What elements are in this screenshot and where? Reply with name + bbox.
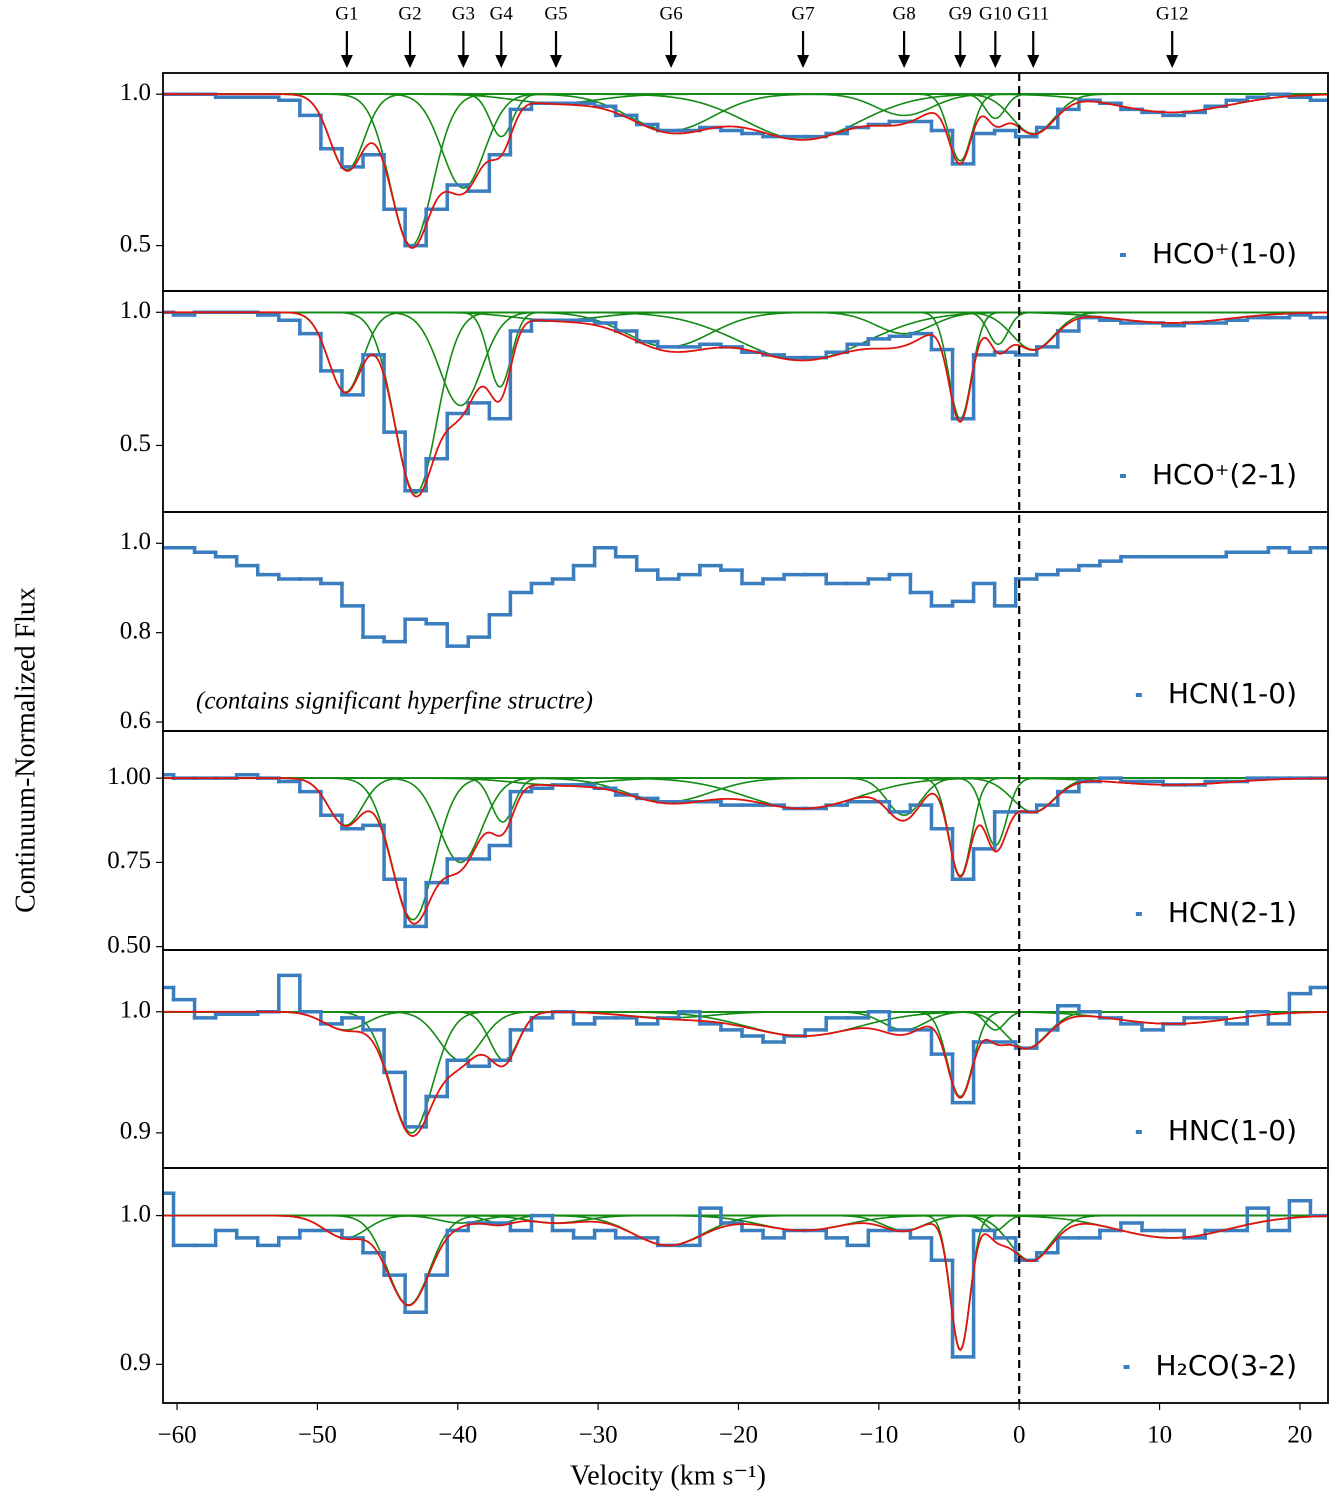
panel xyxy=(163,973,1328,1137)
component-fit xyxy=(163,93,1328,189)
y-tick-label: 1.0 xyxy=(120,528,151,555)
marker-label: G5 xyxy=(544,3,567,24)
component-fit xyxy=(163,311,1328,407)
panel xyxy=(163,773,1328,929)
legend-label: HCN(1-0) xyxy=(1168,677,1297,710)
y-tick-label: 0.6 xyxy=(120,707,151,734)
panel-frame xyxy=(162,1167,1329,1404)
x-tick-label: −10 xyxy=(859,1422,898,1449)
marker-arrowhead xyxy=(457,55,470,68)
y-tick-label: 1.0 xyxy=(120,997,151,1024)
legend-label: HCN(2-1) xyxy=(1168,896,1297,929)
panel xyxy=(163,92,1328,249)
total-fit xyxy=(163,93,1328,249)
total-fit xyxy=(163,1010,1328,1137)
y-tick-label: 0.5 xyxy=(120,430,151,457)
total-fit xyxy=(163,777,1328,925)
legend-label: HCO⁺(1-0) xyxy=(1152,237,1297,270)
legend-label: HCO⁺(2-1) xyxy=(1152,458,1297,491)
legend-marker xyxy=(1119,474,1126,478)
component-fit xyxy=(163,777,1328,847)
legend-marker xyxy=(1135,912,1142,916)
marker-label: G7 xyxy=(791,3,814,24)
marker-arrowhead xyxy=(550,55,563,68)
marker-arrowhead xyxy=(340,55,353,68)
x-tick-label: −30 xyxy=(579,1422,618,1449)
component-fit xyxy=(163,1214,1328,1262)
marker-label: G12 xyxy=(1156,3,1189,24)
legend-marker xyxy=(1123,1365,1130,1369)
x-tick-label: −50 xyxy=(298,1422,337,1449)
y-tick-label: 0.9 xyxy=(120,1118,151,1145)
x-tick-label: −40 xyxy=(438,1422,477,1449)
x-tick-label: −20 xyxy=(719,1422,758,1449)
panel xyxy=(163,310,1328,498)
marker-label: G11 xyxy=(1017,3,1049,24)
y-tick-label: 0.50 xyxy=(107,931,151,958)
total-fit xyxy=(163,1214,1328,1352)
panel xyxy=(163,546,1328,648)
legend-marker xyxy=(1135,1130,1142,1134)
panel-frame xyxy=(162,730,1329,951)
marker-label: G6 xyxy=(659,3,682,24)
marker-arrowhead xyxy=(1166,55,1179,68)
x-tick-label: 10 xyxy=(1147,1422,1172,1449)
component-fit xyxy=(163,311,1328,420)
legend-marker xyxy=(1135,693,1142,697)
marker-arrowhead xyxy=(495,55,508,68)
y-tick-label: 1.00 xyxy=(107,763,151,790)
x-tick-label: −60 xyxy=(157,1422,196,1449)
marker-label: G8 xyxy=(892,3,915,24)
x-tick-label: 20 xyxy=(1287,1422,1312,1449)
y-tick-label: 1.0 xyxy=(120,1200,151,1227)
panel xyxy=(163,1191,1328,1359)
marker-label: G4 xyxy=(490,3,514,24)
legend-label: H₂CO(3-2) xyxy=(1156,1349,1297,1382)
marker-label: G3 xyxy=(452,3,475,24)
marker-arrowhead xyxy=(1027,55,1040,68)
component-fit xyxy=(163,93,1328,120)
y-tick-label: 0.5 xyxy=(120,230,151,257)
y-tick-label: 1.0 xyxy=(120,79,151,106)
y-tick-label: 0.75 xyxy=(107,847,151,874)
y-tick-label: 1.0 xyxy=(120,297,151,324)
y-axis-label: Continuum-Normalized Flux xyxy=(10,587,41,913)
legend-marker xyxy=(1119,253,1126,257)
total-fit xyxy=(163,311,1328,498)
component-fit xyxy=(163,311,1328,348)
component-fit xyxy=(163,777,1328,877)
y-tick-label: 0.8 xyxy=(120,617,151,644)
marker-label: G2 xyxy=(398,3,421,24)
x-tick-label: 0 xyxy=(1013,1422,1026,1449)
marker-label: G10 xyxy=(979,3,1012,24)
marker-arrowhead xyxy=(797,55,810,68)
component-fit xyxy=(163,311,1328,346)
marker-arrowhead xyxy=(898,55,911,68)
component-fit xyxy=(163,93,1328,114)
marker-arrowhead xyxy=(665,55,678,68)
marker-arrowhead xyxy=(954,55,967,68)
marker-label: G1 xyxy=(335,3,358,24)
legend-label: HNC(1-0) xyxy=(1168,1114,1297,1147)
marker-label: G9 xyxy=(949,3,972,24)
marker-arrowhead xyxy=(989,55,1002,68)
marker-arrowhead xyxy=(404,55,417,68)
annotation: (contains significant hyperfine structre… xyxy=(196,688,593,715)
component-fit xyxy=(163,93,1328,247)
component-fit xyxy=(163,93,1328,138)
y-tick-label: 0.9 xyxy=(120,1349,151,1376)
panel-frame xyxy=(162,949,1329,1169)
x-axis-label: Velocity (km s⁻¹) xyxy=(570,1460,766,1491)
